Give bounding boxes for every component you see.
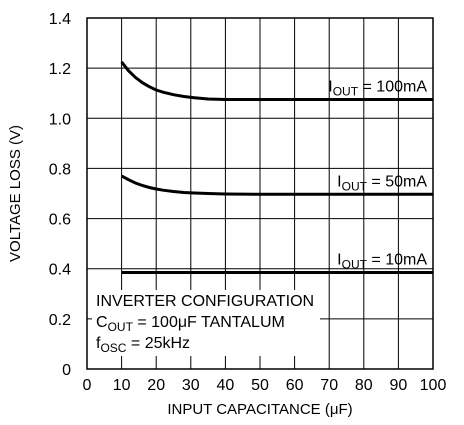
x-tick-label: 60: [286, 377, 304, 394]
y-tick-label: 1.0: [49, 111, 71, 128]
x-tick-label: 30: [182, 377, 200, 394]
x-tick-label: 100: [420, 377, 447, 394]
label-text: I: [328, 78, 332, 95]
x-tick-label: 10: [113, 377, 131, 394]
annotation-line-2: COUT = 100μF TANTALUM: [96, 314, 285, 334]
label-text: = 25kHz: [126, 335, 190, 352]
x-tick-label: 80: [355, 377, 373, 394]
series-group: [120, 60, 433, 274]
label-subscript: OSC: [100, 341, 126, 355]
x-axis-title: INPUT CAPACITANCE (μF): [167, 401, 352, 418]
label-text: f: [96, 335, 101, 352]
annotation-background: [92, 290, 320, 356]
series-line-1: [120, 60, 433, 101]
label-text: I: [337, 173, 341, 190]
y-tick-label: 0.6: [49, 212, 71, 229]
y-tick-label: 0: [62, 362, 71, 379]
annotation-line-1: INVERTER CONFIGURATION: [96, 293, 314, 310]
label-subscript: OUT: [108, 320, 134, 334]
y-tick-label: 0.2: [49, 312, 71, 329]
series-label-3: IOUT = 10mA: [337, 251, 427, 271]
annotation-line-3: fOSC = 25kHz: [96, 335, 190, 355]
y-tick-label: 0.4: [49, 262, 71, 279]
label-subscript: OUT: [342, 257, 368, 271]
x-tick-labels: 0 10 20 30 40 50 60 70 80 90 100: [83, 377, 447, 394]
label-text: = 50mA: [367, 173, 427, 190]
y-axis-title: VOLTAGE LOSS (V): [7, 125, 24, 262]
condition-annotation: INVERTER CONFIGURATION COUT = 100μF TANTA…: [92, 290, 320, 356]
label-text: C: [96, 314, 108, 331]
label-subscript: OUT: [342, 179, 368, 193]
series-label-2: IOUT = 50mA: [337, 173, 427, 193]
label-text: I: [337, 251, 341, 268]
x-tick-label: 20: [147, 377, 165, 394]
x-tick-label: 40: [217, 377, 235, 394]
label-subscript: OUT: [333, 84, 359, 98]
label-text: = 10mA: [367, 251, 427, 268]
series-label-1: IOUT = 100mA: [328, 78, 427, 98]
x-tick-label: 0: [83, 377, 92, 394]
y-tick-label: 1.2: [49, 61, 71, 78]
label-text: INVERTER CONFIGURATION: [96, 293, 314, 310]
series-line-2: [120, 174, 433, 196]
y-tick-labels: 0 0.2 0.4 0.6 0.8 1.0 1.2 1.4: [49, 11, 71, 379]
y-tick-label: 0.8: [49, 161, 71, 178]
x-tick-label: 90: [390, 377, 408, 394]
y-tick-label: 1.4: [49, 11, 71, 28]
x-tick-label: 50: [251, 377, 269, 394]
x-tick-label: 70: [320, 377, 338, 394]
label-text: = 100μF TANTALUM: [133, 314, 285, 331]
label-text: = 100mA: [358, 78, 427, 95]
